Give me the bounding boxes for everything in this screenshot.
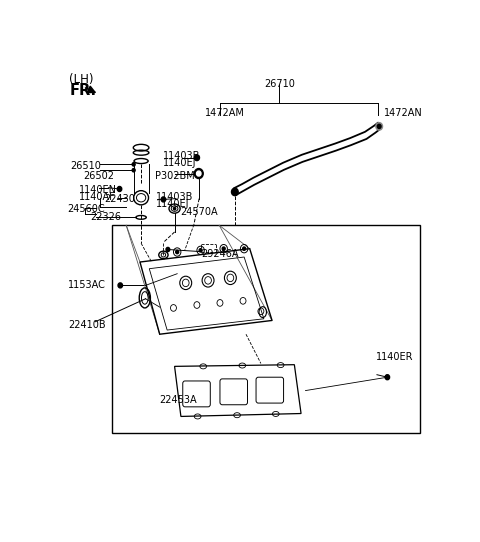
Ellipse shape (135, 159, 147, 163)
Circle shape (385, 375, 390, 380)
Circle shape (231, 188, 238, 196)
Circle shape (118, 283, 122, 288)
Circle shape (176, 250, 179, 254)
Circle shape (243, 247, 246, 250)
Text: 22326: 22326 (91, 212, 121, 222)
Text: 22410B: 22410B (68, 320, 106, 330)
Text: 26502: 26502 (83, 171, 114, 180)
Text: 24560C: 24560C (67, 204, 105, 214)
Text: 1472AM: 1472AM (205, 108, 245, 118)
Circle shape (173, 208, 176, 210)
Text: P302BM: P302BM (155, 171, 194, 182)
Circle shape (222, 247, 225, 250)
Bar (112, 225, 420, 433)
Circle shape (132, 163, 135, 166)
Text: FR.: FR. (69, 82, 96, 98)
Circle shape (196, 171, 201, 176)
Text: 29246A: 29246A (202, 249, 239, 259)
Text: 1472AN: 1472AN (384, 108, 422, 118)
Text: 1140EJ: 1140EJ (163, 158, 197, 168)
Text: 1140EN: 1140EN (79, 185, 117, 195)
Text: 1140AF: 1140AF (79, 192, 115, 202)
Text: 26710: 26710 (264, 79, 295, 89)
Bar (133, 147, 149, 153)
Circle shape (194, 155, 200, 160)
Circle shape (161, 197, 166, 202)
Circle shape (199, 249, 202, 252)
Circle shape (132, 169, 135, 172)
Text: 26510: 26510 (71, 161, 101, 171)
Circle shape (194, 169, 203, 178)
Text: (LH): (LH) (69, 73, 94, 86)
Text: 1140EJ: 1140EJ (156, 199, 190, 209)
Text: 11403B: 11403B (156, 192, 193, 202)
Text: 22430: 22430 (104, 195, 135, 204)
Circle shape (117, 186, 122, 191)
Text: 24570A: 24570A (180, 207, 217, 217)
Text: 22453A: 22453A (160, 395, 197, 405)
Circle shape (377, 124, 381, 128)
Circle shape (376, 122, 383, 130)
Circle shape (166, 247, 170, 251)
Text: 11403B: 11403B (163, 151, 201, 161)
Text: 1140ER: 1140ER (375, 352, 413, 362)
Text: 1153AC: 1153AC (68, 280, 106, 291)
